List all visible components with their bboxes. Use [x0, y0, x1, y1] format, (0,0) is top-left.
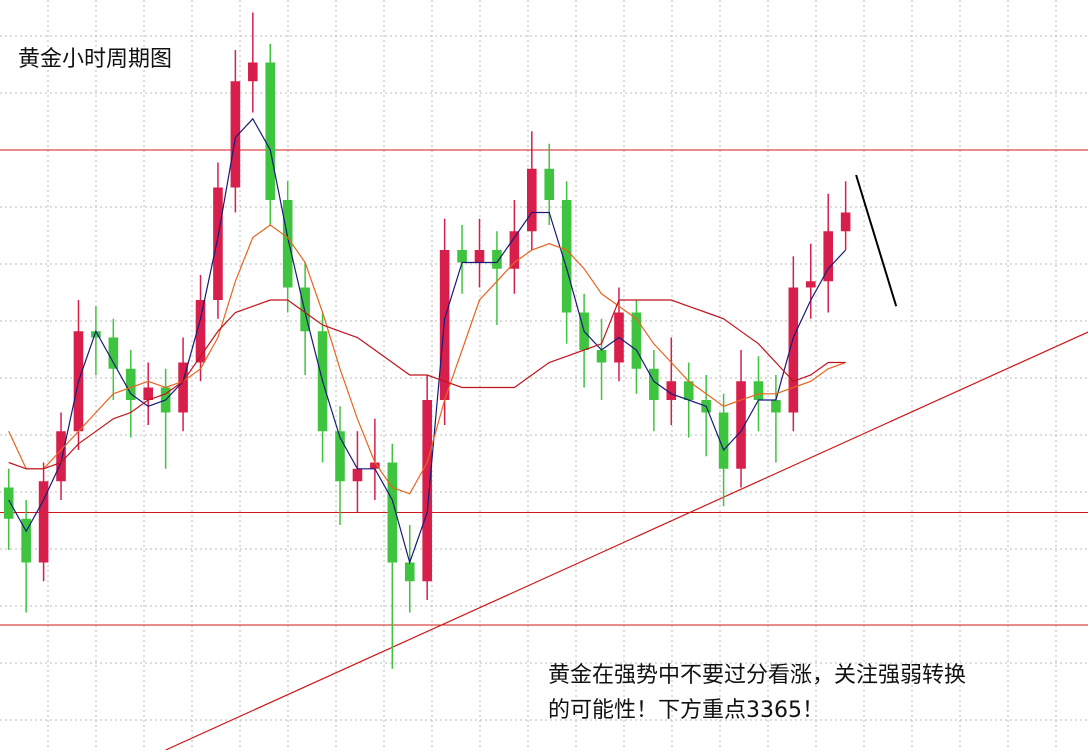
- trend-line: [165, 331, 1088, 750]
- candle-body: [492, 250, 502, 269]
- candle-body: [178, 362, 188, 413]
- candle-body: [596, 350, 607, 363]
- candle-body: [544, 168, 555, 200]
- candle-body: [335, 431, 345, 482]
- candle-body: [230, 81, 241, 188]
- candle-body: [3, 487, 14, 519]
- annotation: 黄金在强势中不要过分看涨，关注强弱转换: [548, 663, 966, 688]
- candle-body: [352, 468, 363, 482]
- annotation: 的可能性！下方重点3365！: [548, 698, 824, 723]
- candle-body: [457, 250, 467, 263]
- candle-body: [527, 168, 537, 232]
- candle-body: [21, 518, 31, 563]
- candle-body: [195, 300, 206, 363]
- candle-body: [387, 462, 398, 563]
- candle-body: [771, 400, 781, 413]
- candle-body: [561, 200, 572, 313]
- candle-body: [265, 62, 276, 200]
- candle-body: [125, 368, 136, 400]
- candle-body: [840, 212, 851, 232]
- candle-body: [143, 387, 153, 400]
- candle-body: [718, 412, 729, 469]
- candle-body: [404, 562, 415, 582]
- candle-body: [736, 381, 746, 469]
- candle-body: [788, 287, 799, 413]
- candle-body: [666, 381, 677, 400]
- chart-title: 黄金小时周期图: [18, 47, 172, 72]
- candle-body: [683, 381, 694, 400]
- candle-body: [474, 250, 485, 263]
- candle-body: [213, 187, 223, 300]
- candle-body: [649, 368, 659, 400]
- candle-body: [248, 62, 258, 82]
- candle-body: [282, 200, 293, 288]
- candle-body: [422, 400, 432, 582]
- moving-average: [8, 224, 846, 495]
- candle-body: [300, 287, 310, 332]
- moving-average: [8, 117, 847, 565]
- candle-body: [56, 431, 66, 482]
- candle-body: [38, 481, 49, 563]
- candle-body: [108, 337, 119, 369]
- candle-body: [753, 381, 764, 400]
- candle-body: [91, 331, 101, 338]
- candle-body: [631, 312, 642, 369]
- candle-body: [370, 462, 380, 469]
- trend-line: [855, 174, 898, 307]
- plot: [0, 12, 1088, 750]
- candle-body: [823, 231, 833, 282]
- candle-body: [805, 281, 816, 288]
- candle-body: [509, 231, 520, 269]
- moving-average: [8, 299, 846, 470]
